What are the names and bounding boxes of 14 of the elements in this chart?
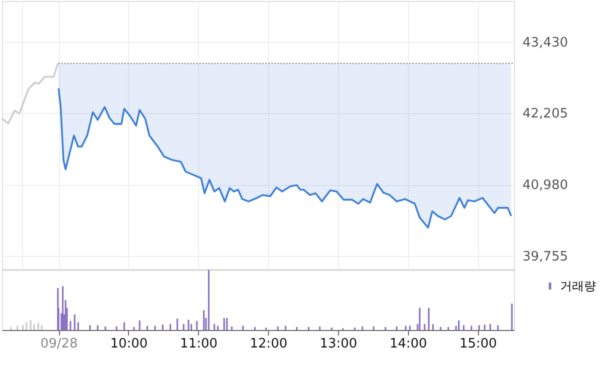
y-tick-label: 42,205: [522, 106, 568, 122]
line-series: [1, 62, 59, 124]
x-tick-label: 13:00: [320, 336, 358, 352]
x-tick-label: 15:00: [459, 336, 497, 352]
x-tick-label: 10:00: [110, 336, 148, 352]
y-tick-label: 40,980: [522, 178, 568, 194]
line-series: [58, 87, 512, 229]
legend-label: 거래량: [560, 279, 596, 293]
x-tick-label: 11:00: [180, 336, 218, 352]
x-tick-label: 12:00: [250, 336, 288, 352]
y-tick-label: 43,430: [522, 35, 568, 50]
x-tick-label: 09/28: [40, 336, 78, 352]
y-tick-label: 39,755: [522, 249, 568, 264]
x-tick-label: 14:00: [390, 336, 428, 352]
